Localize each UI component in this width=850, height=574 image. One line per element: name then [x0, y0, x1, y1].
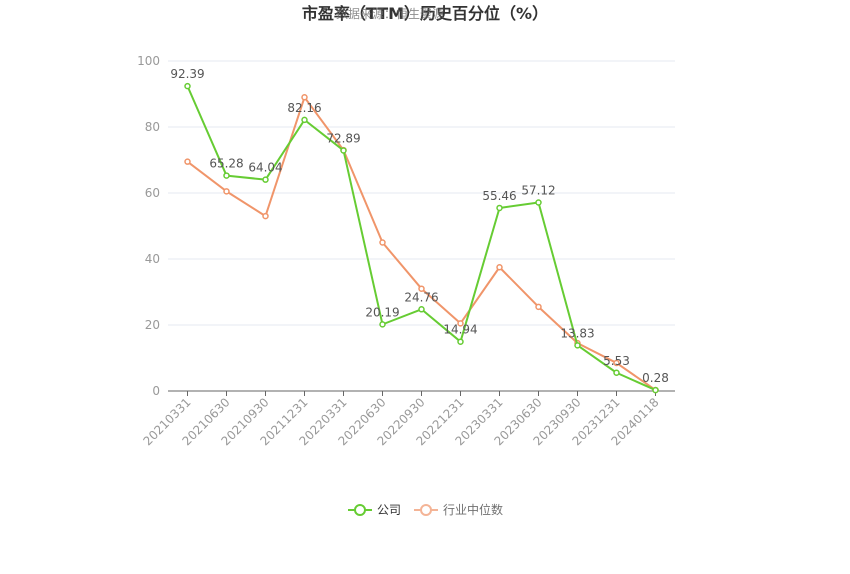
y-tick-label: 0 [152, 384, 160, 398]
data-point[interactable] [223, 172, 230, 179]
data-point[interactable] [184, 158, 191, 165]
data-point[interactable] [262, 176, 269, 183]
data-point[interactable] [496, 204, 503, 212]
y-tick-label: 40 [145, 252, 160, 266]
y-tick-label: 20 [145, 318, 160, 332]
legend-item-0[interactable]: 公司 [348, 503, 401, 517]
data-point[interactable] [613, 369, 620, 377]
source-watermark: 数据来源：恒生聚源 [336, 6, 444, 21]
data-point[interactable] [457, 320, 464, 327]
data-point[interactable] [262, 212, 269, 220]
legend-label: 行业中位数 [443, 502, 503, 517]
data-point[interactable] [496, 264, 503, 271]
series-line-0 [186, 85, 656, 391]
data-point[interactable] [184, 82, 191, 90]
data-point[interactable] [652, 386, 659, 394]
data-label: 14.94 [443, 323, 477, 337]
series-line-1 [186, 96, 657, 391]
data-point[interactable] [301, 116, 308, 124]
data-point[interactable] [340, 147, 347, 154]
data-label: 57.12 [521, 184, 555, 198]
series-group [184, 82, 659, 394]
data-label: 65.28 [209, 157, 243, 171]
x-axis: 2021033120210630202109302021123120220331… [141, 391, 662, 448]
data-point[interactable] [379, 321, 386, 328]
data-label: 92.39 [170, 67, 204, 81]
data-point[interactable] [535, 199, 542, 206]
data-point[interactable] [574, 342, 581, 349]
legend-marker [420, 504, 432, 516]
legend-label: 公司 [377, 503, 401, 517]
data-label: 0.28 [642, 371, 669, 385]
data-label: 24.76 [404, 290, 438, 304]
chart-title: 市盈率（TTM）历史百分位（%） [302, 4, 548, 23]
legend[interactable]: 公司 行业中位数 [348, 502, 503, 517]
legend-item-1[interactable]: 行业中位数 [414, 502, 503, 517]
data-point[interactable] [223, 188, 230, 195]
data-label: 13.83 [560, 326, 594, 340]
y-axis: 0 20 40 60 80 100 [137, 54, 160, 398]
y-tick-label: 100 [137, 54, 160, 68]
data-point[interactable] [418, 285, 425, 292]
data-point[interactable] [457, 338, 464, 345]
grid-lines [168, 60, 675, 392]
data-point[interactable] [535, 303, 542, 311]
data-label: 55.46 [482, 189, 516, 203]
y-tick-label: 60 [145, 186, 160, 200]
y-tick-label: 80 [145, 120, 160, 134]
data-point[interactable] [379, 239, 386, 246]
data-label: 20.19 [365, 305, 399, 319]
data-label: 72.89 [326, 131, 360, 145]
legend-marker [354, 504, 366, 516]
data-label: 5.53 [603, 354, 630, 368]
data-label: 82.16 [287, 101, 321, 115]
data-point[interactable] [418, 306, 425, 313]
data-label: 64.04 [248, 161, 282, 175]
data-labels: 92.39 65.28 64.04 82.16 72.89 20.19 24.76 14.94… [170, 67, 669, 385]
data-point[interactable] [613, 359, 620, 367]
data-point[interactable] [301, 94, 308, 101]
